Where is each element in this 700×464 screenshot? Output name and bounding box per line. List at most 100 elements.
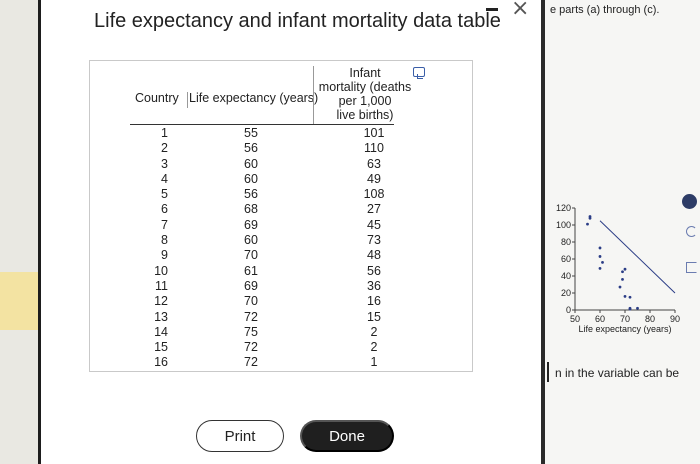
scatter-point <box>636 306 639 310</box>
scatter-point <box>598 255 602 258</box>
x-tick-label: 60 <box>595 314 605 324</box>
scatter-point <box>623 295 627 298</box>
cell-life-expectancy: 60 <box>244 171 258 186</box>
scatter-point <box>618 285 622 289</box>
background-left-panel <box>0 0 40 464</box>
column-header-country: Country <box>135 91 179 105</box>
trend-line <box>599 220 676 294</box>
table-row: 1 55 101 <box>126 126 396 141</box>
table-row: 10 61 56 <box>126 264 396 279</box>
cell-country: 2 <box>161 141 168 156</box>
y-tick-label: 80 <box>561 237 571 247</box>
cell-infant-mortality: 101 <box>363 126 385 140</box>
scatter-point <box>586 222 589 226</box>
close-icon[interactable]: × <box>511 0 530 21</box>
y-tick-label: 120 <box>556 203 571 213</box>
cell-life-expectancy: 55 <box>244 126 258 140</box>
cell-country: 4 <box>161 171 168 186</box>
header-rule <box>130 124 394 125</box>
cell-country: 10 <box>154 263 168 278</box>
data-rows: 1 55 101 2 56 110 3 60 63 4 60 49 5 56 108 6 68 27 7 69 45 8 6… <box>126 126 396 371</box>
cell-infant-mortality: 15 <box>367 309 381 324</box>
cell-country: 1 <box>161 126 168 140</box>
cell-infant-mortality: 36 <box>367 278 381 293</box>
data-table-dialog: Life expectancy and infant mortality dat… <box>41 0 541 464</box>
scatter-plot: Life expectancy (years) 0 20 40 60 80 100 120 5… <box>556 203 680 334</box>
cell-country: 14 <box>154 324 168 339</box>
answer-radio-icon[interactable] <box>682 194 697 209</box>
header-line: Infant <box>349 66 381 80</box>
table-row: 9 70 48 <box>126 248 396 263</box>
y-tick-label: 20 <box>561 288 571 298</box>
done-button[interactable]: Done <box>300 420 394 452</box>
table-frame <box>89 60 473 372</box>
answer-radio-icon[interactable] <box>686 262 697 273</box>
cell-infant-mortality: 110 <box>364 141 384 156</box>
table-row: 4 60 49 <box>126 172 396 187</box>
table-row: 15 72 2 <box>126 340 396 355</box>
table-row: 3 60 63 <box>126 157 396 172</box>
question-text-fragment: e parts (a) through (c). <box>550 4 660 16</box>
answer-radio-icon[interactable] <box>686 226 697 237</box>
scatter-point <box>601 261 604 264</box>
table-row: 12 70 16 <box>126 294 396 309</box>
scatter-point <box>598 266 602 270</box>
scatter-point <box>598 246 602 250</box>
scatter-point <box>621 270 624 274</box>
cell-life-expectancy: 72 <box>244 355 258 370</box>
y-tick-label: 60 <box>561 254 571 264</box>
cell-country: 11 <box>155 278 168 293</box>
cell-country: 16 <box>154 355 168 370</box>
table-row: 11 69 36 <box>126 279 396 294</box>
column-divider <box>313 66 314 124</box>
cell-country: 15 <box>154 340 168 355</box>
header-line: live births) <box>336 108 394 122</box>
cell-infant-mortality: 49 <box>367 171 381 186</box>
scatter-point <box>588 216 592 220</box>
cell-infant-mortality: 2 <box>370 340 378 355</box>
cell-country: 9 <box>161 248 168 263</box>
header-line: mortality (deaths <box>318 80 412 94</box>
table-row: 8 60 73 <box>126 233 396 248</box>
cell-life-expectancy: 60 <box>244 233 258 248</box>
x-axis-label: Life expectancy (years) <box>578 324 671 334</box>
cell-country: 7 <box>161 217 168 232</box>
scatter-point <box>621 278 624 281</box>
cell-infant-mortality: 2 <box>370 324 378 339</box>
cell-life-expectancy: 61 <box>244 263 258 278</box>
text-cursor <box>547 362 549 382</box>
copy-table-icon[interactable] <box>413 67 425 79</box>
cell-infant-mortality: 27 <box>367 202 381 217</box>
y-tick-label: 40 <box>561 271 571 281</box>
cell-life-expectancy: 75 <box>244 324 258 339</box>
cell-life-expectancy: 70 <box>244 248 258 263</box>
print-button[interactable]: Print <box>196 420 284 452</box>
minimize-icon[interactable] <box>486 8 498 11</box>
cell-country: 8 <box>161 233 168 248</box>
cell-infant-mortality: 63 <box>367 156 381 171</box>
highlighted-answer-area <box>0 272 38 330</box>
cell-infant-mortality: 73 <box>367 233 381 248</box>
panel-divider <box>38 0 41 464</box>
cell-country: 5 <box>161 187 168 202</box>
scatter-point <box>628 295 632 299</box>
dialog-title: Life expectancy and infant mortality dat… <box>94 10 501 32</box>
table-row: 16 72 1 <box>126 355 396 370</box>
cell-life-expectancy: 69 <box>244 278 258 293</box>
cell-infant-mortality: 56 <box>367 263 381 278</box>
column-header-infant-mortality: Infant mortality (deaths per 1,000 live … <box>315 66 415 122</box>
background-question-panel: e parts (a) through (c). Life expectancy… <box>545 0 700 464</box>
x-tick-label: 70 <box>620 314 630 324</box>
column-divider <box>187 92 188 108</box>
cell-life-expectancy: 70 <box>244 294 258 309</box>
column-header-life-expectancy: Life expectancy (years) <box>189 91 319 105</box>
table-row: 5 56 108 <box>126 187 396 202</box>
table-row: 2 56 110 <box>126 141 396 156</box>
cell-life-expectancy: 72 <box>244 340 258 355</box>
y-tick-label: 0 <box>566 305 571 315</box>
cell-life-expectancy: 72 <box>244 309 258 324</box>
cell-country: 3 <box>161 156 168 171</box>
cell-infant-mortality: 48 <box>367 248 381 263</box>
y-tick-label: 100 <box>556 220 571 230</box>
table-row: 13 72 15 <box>126 310 396 325</box>
